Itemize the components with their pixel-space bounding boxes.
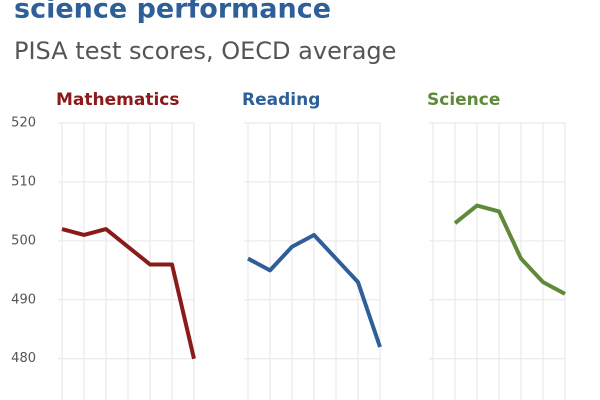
y-tick-label: 490	[11, 292, 36, 307]
y-tick-label: 500	[11, 233, 36, 248]
y-tick-label: 480	[11, 351, 36, 366]
chart-title: science performance	[14, 0, 331, 25]
panel-title: Reading	[242, 90, 320, 110]
data-line	[247, 232, 382, 348]
panel-title: Science	[427, 90, 500, 110]
data-line	[453, 203, 566, 296]
y-tick-label: 520	[11, 116, 36, 131]
chart-subtitle: PISA test scores, OECD average	[14, 37, 396, 65]
panel-title: Mathematics	[56, 90, 179, 110]
data-line	[61, 227, 196, 360]
y-tick-label: 510	[11, 174, 36, 189]
